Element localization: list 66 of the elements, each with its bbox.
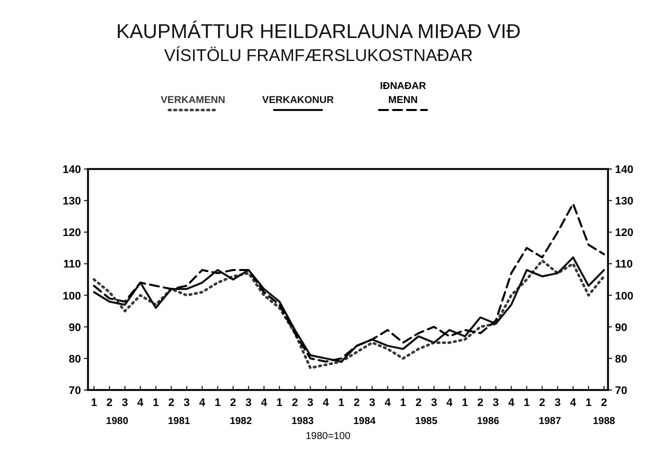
text: 1987 — [538, 416, 562, 427]
x-tick-label: 1 — [400, 397, 406, 409]
y2-tick-label: 80 — [615, 353, 628, 366]
y-tick-label: 120 — [62, 227, 81, 240]
text: 1983 — [292, 416, 314, 427]
x-tick-label: 2 — [230, 397, 236, 409]
text: VERKAMENN — [160, 95, 226, 106]
y2-tick-label: 90 — [615, 322, 628, 334]
x-tick-label: 1 — [276, 397, 283, 409]
x-tick-label: 3 — [184, 397, 190, 409]
x-tick-label: 3 — [122, 397, 128, 409]
x-tick-label: 1 — [214, 397, 221, 409]
text: IÐNAÐAR MENN — [380, 81, 427, 106]
y2-tick-label: 100 — [615, 290, 634, 302]
x-tick-label: 3 — [554, 397, 561, 409]
x-tick-label: 3 — [307, 397, 314, 409]
x-tick-label: 1 — [462, 397, 468, 409]
x-tick-label: 3 — [369, 397, 376, 409]
chart-title: KAUPMÁTTUR HEILDARLAUNA MIÐAÐ VIÐ — [116, 20, 521, 43]
x-tick-label: 2 — [539, 397, 546, 409]
x-tick-label: 2 — [600, 397, 608, 409]
x-tick-label: 2 — [477, 397, 484, 409]
x-tick-label: 2 — [354, 397, 360, 409]
y2-tick-label: 140 — [615, 164, 634, 176]
x-tick-label: 4 — [322, 397, 330, 409]
text: 1982 — [230, 416, 252, 427]
x-tick-label: 4 — [570, 397, 578, 409]
y2-tick-label: 130 — [615, 196, 634, 208]
text: 1980 — [106, 416, 129, 427]
x-tick-label: 2 — [106, 397, 113, 409]
y2-tick-label: 70 — [615, 385, 628, 397]
text: VERKAKONUR — [262, 95, 335, 106]
x-tick-label: 3 — [430, 397, 438, 409]
y-tick-label: 110 — [63, 258, 81, 271]
y-tick-label: 140 — [62, 164, 81, 176]
x-tick-label: 1 — [152, 397, 159, 409]
y2-tick-label: 120 — [615, 227, 634, 240]
text: 1980=100 — [306, 431, 351, 442]
x-tick-label: 4 — [260, 397, 268, 409]
x-tick-label: 1 — [90, 397, 98, 409]
x-tick-label: 1 — [524, 397, 530, 409]
text: 1985 — [415, 416, 438, 427]
x-tick-label: 3 — [492, 397, 499, 409]
text: 1986 — [476, 416, 500, 427]
text: 1988 — [592, 416, 616, 427]
x-tick-label: 2 — [292, 397, 298, 409]
chart-subtitle: VÍSITÖLU FRAMFÆRSLUKOSTNAÐAR — [164, 46, 473, 65]
x-tick-label: 2 — [168, 397, 174, 409]
y-tick-label: 130 — [62, 196, 81, 208]
y-tick-label: 100 — [62, 290, 81, 302]
x-tick-label: 1 — [338, 397, 344, 409]
x-tick-label: 4 — [384, 397, 392, 409]
y2-tick-label: 110 — [615, 258, 633, 271]
y-tick-label: 80 — [68, 353, 81, 366]
text: 1981 — [168, 416, 191, 427]
x-tick-label: 2 — [415, 397, 422, 409]
x-tick-label: 1 — [585, 397, 592, 409]
y-tick-label: 90 — [68, 322, 81, 334]
x-tick-label: 4 — [508, 397, 516, 409]
x-tick-label: 4 — [199, 397, 206, 409]
x-tick-label: 3 — [245, 397, 252, 409]
x-tick-label: 4 — [137, 397, 144, 409]
text: 1984 — [353, 416, 376, 427]
line-series — [93, 202, 605, 363]
y-tick-label: 70 — [68, 385, 81, 397]
x-tick-label: 4 — [446, 397, 454, 409]
